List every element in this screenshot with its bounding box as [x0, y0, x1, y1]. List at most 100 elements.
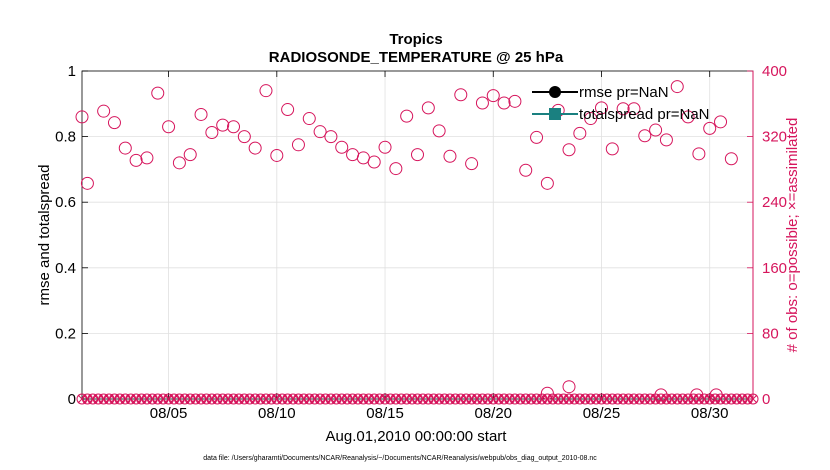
legend-rmse-label: rmse pr=NaN — [579, 84, 669, 101]
obs-possible-point — [389, 162, 403, 176]
obs-possible-point — [584, 112, 598, 126]
obs-possible-point — [302, 112, 316, 126]
obs-possible-point — [670, 80, 684, 94]
left-y-tick-label: 0.2 — [55, 325, 76, 342]
left-y-axis-label: rmse and totalspread — [36, 165, 53, 306]
x-tick-label: 08/10 — [258, 405, 296, 422]
assimilated-series — [76, 393, 759, 405]
right-y-axis-label: # of obs: o=possible; ×=assimilated — [784, 118, 801, 353]
data-file-footnote: data file: /Users/gharamti/Documents/NCA… — [203, 455, 597, 462]
obs-possible-point — [486, 89, 500, 103]
obs-possible-point — [172, 156, 186, 170]
x-tick-label: 08/20 — [474, 405, 512, 422]
obs-possible-point — [194, 107, 208, 121]
obs-possible-point — [216, 118, 230, 132]
left-y-tick-label: 0.8 — [55, 129, 76, 146]
obs-possible-point — [75, 110, 89, 124]
left-y-axis: 0 0.2 0.4 0.6 0.8 1 — [55, 63, 88, 408]
obs-assimilated-point — [748, 394, 758, 404]
legend: rmse pr=NaN totalspread pr=NaN — [532, 84, 710, 123]
obs-possible-point — [118, 141, 132, 155]
obs-possible-point — [205, 126, 219, 139]
obs-possible-point — [313, 125, 327, 139]
obs-possible-point — [97, 104, 111, 118]
chart-title: Tropics — [389, 31, 442, 48]
left-y-tick-label: 0 — [68, 391, 76, 408]
x-axis: 08/05 08/10 08/15 08/20 08/25 08/30 — [150, 71, 729, 422]
left-y-tick-label: 1 — [68, 63, 76, 80]
x-tick-label: 08/30 — [691, 405, 729, 422]
legend-totalspread-marker — [549, 108, 561, 120]
obs-possible-point — [562, 143, 576, 157]
legend-totalspread-label: totalspread pr=NaN — [579, 106, 710, 123]
obs-possible-point — [475, 96, 489, 110]
obs-possible-point — [530, 130, 544, 144]
obs-possible-point — [573, 126, 587, 140]
obs-possible-point — [151, 86, 165, 100]
obs-possible-point — [367, 155, 381, 169]
obs-possible-point — [508, 94, 522, 108]
obs-possible-point — [248, 141, 262, 155]
obs-possible-point — [162, 120, 176, 134]
obs-possible-point — [324, 130, 338, 144]
left-y-tick-label: 0.6 — [55, 194, 76, 211]
obs-possible-point — [497, 96, 511, 110]
left-y-tick-label: 0.4 — [55, 260, 76, 277]
obs-possible-point — [432, 124, 446, 138]
obs-possible-point — [107, 116, 121, 130]
x-tick-label: 08/25 — [583, 405, 621, 422]
obs-possible-point — [291, 138, 305, 152]
right-y-axis: 0 80 160 240 320 400 — [747, 63, 787, 408]
obs-possible-point — [540, 176, 554, 190]
obs-possible-point — [259, 84, 273, 98]
obs-possible-point — [465, 157, 479, 171]
obs-possible-point — [129, 153, 143, 167]
obs-series — [75, 80, 738, 402]
x-tick-label: 08/05 — [150, 405, 188, 422]
x-axis-label: Aug.01,2010 00:00:00 start — [326, 428, 508, 445]
obs-possible-point — [400, 109, 414, 123]
obs-possible-point — [703, 121, 717, 135]
right-y-tick-label: 80 — [762, 325, 779, 342]
obs-possible-point — [627, 102, 641, 116]
obs-possible-point — [594, 101, 608, 115]
obs-possible-point — [654, 388, 668, 402]
obs-possible-point — [281, 103, 295, 117]
obs-possible-point — [237, 130, 251, 144]
obs-possible-point — [335, 140, 349, 154]
obs-possible-point — [692, 147, 706, 161]
obs-possible-point — [140, 151, 154, 165]
obs-possible-point — [411, 148, 424, 162]
right-y-tick-label: 240 — [762, 194, 787, 211]
obs-possible-point — [638, 129, 652, 143]
x-tick-label: 08/15 — [366, 405, 404, 422]
grid — [82, 71, 753, 399]
obs-possible-point — [714, 115, 728, 129]
legend-rmse-marker — [549, 86, 561, 98]
obs-possible-point — [616, 102, 630, 116]
right-y-tick-label: 160 — [762, 260, 787, 277]
obs-possible-point — [681, 110, 695, 124]
obs-possible-point — [227, 120, 241, 134]
obs-possible-point — [270, 148, 284, 162]
obs-possible-point — [454, 88, 468, 102]
obs-possible-point — [346, 148, 360, 162]
right-y-tick-label: 0 — [762, 391, 770, 408]
obs-possible-point — [659, 133, 673, 147]
obs-possible-point — [605, 142, 619, 156]
obs-possible-point — [356, 151, 370, 165]
obs-possible-point — [421, 101, 435, 115]
x-marker-stroke — [748, 394, 758, 404]
obs-possible-point — [649, 123, 663, 137]
obs-possible-point — [378, 140, 392, 154]
right-y-tick-label: 400 — [762, 63, 787, 80]
chart-subtitle: RADIOSONDE_TEMPERATURE @ 25 hPa — [269, 49, 564, 66]
obs-possible-point — [443, 149, 457, 163]
right-y-tick-label: 320 — [762, 129, 787, 146]
obs-possible-zero-point — [747, 393, 759, 405]
obs-possible-point — [562, 380, 576, 394]
obs-possible-point — [519, 163, 533, 177]
obs-possible-point — [80, 176, 94, 190]
obs-possible-point — [724, 152, 738, 166]
